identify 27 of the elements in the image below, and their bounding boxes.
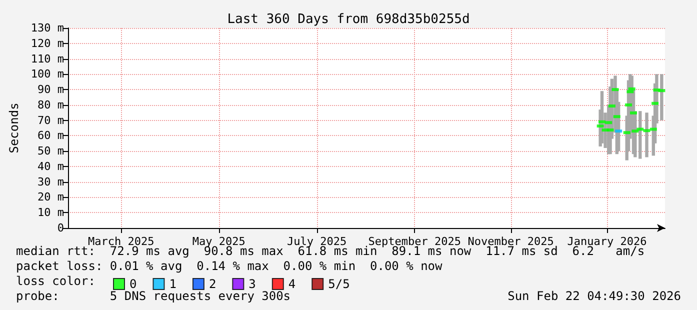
y-tick-label: 20 m bbox=[38, 190, 64, 204]
y-tick-label: 120 m bbox=[30, 36, 64, 50]
y-tick-label: 10 m bbox=[38, 206, 64, 220]
legend-label: 4 bbox=[288, 277, 296, 291]
y-axis-title: Seconds bbox=[7, 102, 21, 154]
text: probe: 5 DNS requests every 300s bbox=[16, 289, 291, 303]
y-tick-label: 40 m bbox=[38, 160, 64, 173]
y-tick-label: 100 m bbox=[30, 68, 64, 81]
y-tick-label: 70 m bbox=[38, 114, 64, 127]
legend-label: 5/5 bbox=[328, 277, 350, 291]
legend-label: 1 bbox=[169, 277, 176, 291]
legend-label: 2 bbox=[208, 277, 216, 291]
legend-label: 0 bbox=[130, 277, 137, 291]
text: packet loss: 0.01 % avg 0.14 % max 0.00 % min 0.00 % now bbox=[16, 259, 444, 273]
y-tick-label: 90 m bbox=[38, 83, 64, 96]
y-tick-label: 30 m bbox=[38, 175, 64, 188]
legend-title: loss color: bbox=[16, 274, 96, 288]
legend-label: 3 bbox=[248, 277, 256, 291]
y-tick-label: 60 m bbox=[38, 129, 64, 142]
y-tick-label: 80 m bbox=[38, 98, 64, 112]
y-tick-label: 0 bbox=[57, 222, 64, 234]
bar bbox=[645, 112, 648, 158]
y-tick-label: 50 m bbox=[38, 144, 64, 158]
y-tick-label: 130 m bbox=[30, 22, 64, 34]
chart-title: Last 360 Days from 698d35b0255d bbox=[227, 12, 470, 27]
text: Sun Feb 22 04:49:30 2026 bbox=[508, 289, 681, 303]
y-tick-label: 110 m bbox=[30, 52, 64, 66]
